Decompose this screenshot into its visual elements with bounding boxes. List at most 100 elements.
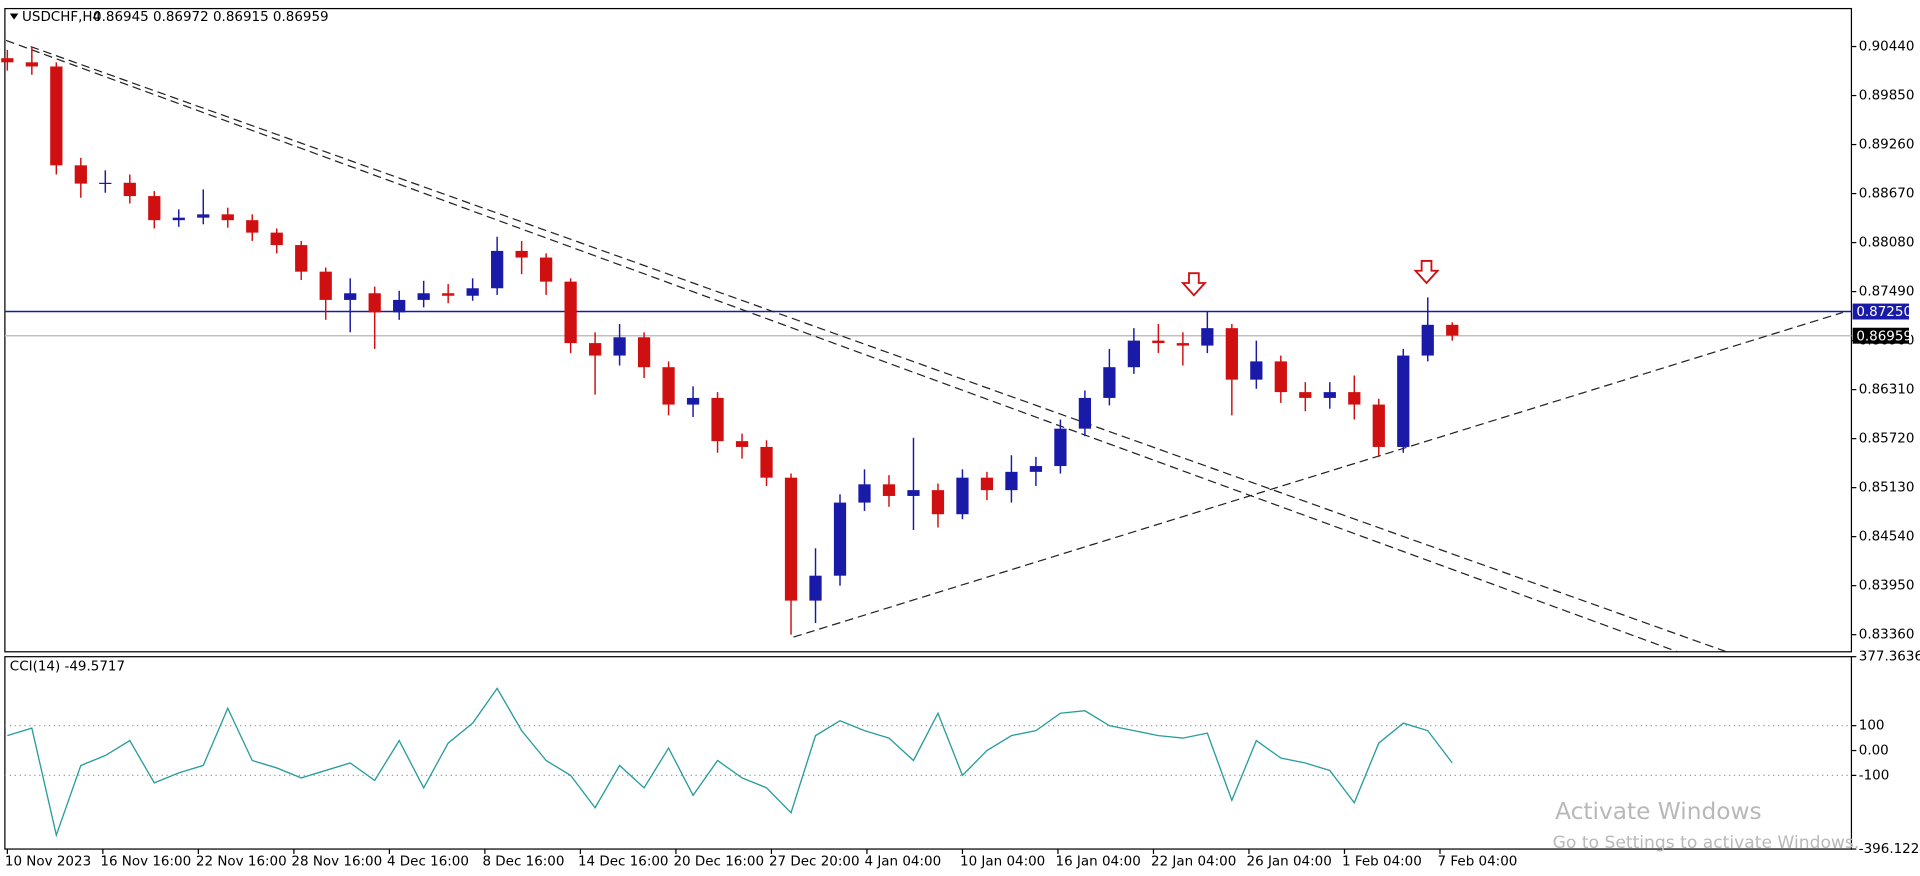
grid-layer bbox=[4, 310, 1852, 777]
y-tick-label: 0.84540 bbox=[1859, 529, 1915, 545]
candle-body bbox=[686, 397, 700, 405]
candle-body bbox=[1225, 328, 1238, 380]
watermark-title: Activate Windows bbox=[1555, 798, 1762, 825]
candle-body bbox=[442, 293, 455, 296]
candle-body bbox=[25, 62, 38, 67]
candle-body bbox=[1372, 404, 1385, 447]
y-tick-label: 0.86310 bbox=[1859, 382, 1915, 398]
candle-body bbox=[123, 182, 136, 197]
cci-line bbox=[7, 687, 1453, 838]
candle-body bbox=[466, 288, 479, 296]
trend-line bbox=[5, 39, 1678, 653]
y-tick-label: 0.85130 bbox=[1859, 480, 1915, 496]
arrows bbox=[1180, 260, 1440, 297]
x-tick-label: 8 Dec 16:00 bbox=[482, 853, 564, 869]
candle-body bbox=[1201, 328, 1214, 346]
candle-body bbox=[319, 271, 332, 300]
candle-body bbox=[784, 477, 798, 601]
candle-body bbox=[1127, 340, 1140, 368]
candle-body bbox=[246, 220, 259, 233]
candle-body bbox=[1, 58, 14, 63]
y-tick-label: 100 bbox=[1859, 718, 1885, 734]
x-tick-label: 4 Jan 04:00 bbox=[864, 853, 941, 869]
candle-body bbox=[882, 484, 896, 496]
quote-text: 0.86945 0.86972 0.86915 0.86959 bbox=[93, 9, 329, 25]
x-tick-label: 20 Dec 16:00 bbox=[673, 853, 764, 869]
x-tick-label: 27 Dec 20:00 bbox=[769, 853, 860, 869]
cci-panel-frame bbox=[4, 656, 1853, 850]
down-arrow bbox=[1180, 272, 1207, 297]
candle-body bbox=[931, 490, 945, 515]
candle-body bbox=[1029, 466, 1043, 472]
candle-body bbox=[809, 575, 822, 601]
menu-triangle bbox=[9, 13, 19, 20]
candle-body bbox=[1299, 392, 1312, 398]
x-tick-label: 22 Jan 04:00 bbox=[1151, 853, 1236, 869]
candle-body bbox=[1005, 471, 1018, 491]
candle-body bbox=[1078, 397, 1092, 429]
x-tick-label: 10 Jan 04:00 bbox=[960, 853, 1045, 869]
candle-body bbox=[221, 214, 234, 221]
candle-body bbox=[417, 293, 430, 300]
cci-title: CCI(14) -49.5717 bbox=[10, 658, 125, 674]
x-tick-label: 14 Dec 16:00 bbox=[578, 853, 669, 869]
candle-body bbox=[99, 182, 112, 185]
candle-body bbox=[956, 477, 969, 515]
candle-body bbox=[858, 484, 871, 503]
candle-body bbox=[1421, 324, 1434, 356]
candle-body bbox=[1397, 355, 1410, 447]
x-tick-label: 26 Jan 04:00 bbox=[1247, 853, 1332, 869]
candle-body bbox=[833, 502, 847, 576]
trend-line bbox=[30, 45, 1727, 653]
candle-body bbox=[1348, 392, 1361, 405]
candle-body bbox=[1176, 343, 1189, 346]
y-tick-label: 0.00 bbox=[1859, 743, 1889, 759]
candle-body bbox=[197, 214, 210, 218]
main-panel-frame bbox=[4, 7, 1853, 653]
candle-body bbox=[491, 250, 504, 289]
x-tick-label: 28 Nov 16:00 bbox=[291, 853, 382, 869]
candle-body bbox=[50, 66, 63, 166]
x-tick-label: 1 Feb 04:00 bbox=[1342, 853, 1422, 869]
candle-body bbox=[662, 367, 675, 405]
candle-body bbox=[540, 257, 553, 282]
watermark-subtitle: Go to Settings to activate Windows. bbox=[1553, 833, 1860, 853]
x-tick-label: 16 Nov 16:00 bbox=[100, 853, 191, 869]
candle-body bbox=[515, 250, 528, 258]
price-label-box bbox=[1852, 303, 1909, 320]
candle-body bbox=[711, 397, 724, 442]
y-tick-label: 0.83360 bbox=[1859, 627, 1915, 643]
candle-body bbox=[393, 299, 406, 313]
x-tick-label: 22 Nov 16:00 bbox=[196, 853, 287, 869]
price-label: 0.86959 bbox=[1856, 328, 1912, 344]
y-tick-label: 0.88670 bbox=[1859, 186, 1915, 202]
candle-body bbox=[172, 217, 185, 221]
price-label: 0.87250 bbox=[1856, 304, 1912, 320]
x-tick-label: 7 Feb 04:00 bbox=[1438, 853, 1518, 869]
candle-body bbox=[74, 165, 87, 184]
trend-lines bbox=[5, 39, 1844, 653]
axis-layer: 0.90440 0.89850 0.89260 0.88670 0.88080 0.874… bbox=[5, 39, 1920, 870]
candle-body bbox=[1250, 361, 1263, 380]
candle-body bbox=[270, 232, 283, 246]
candle-body bbox=[760, 446, 773, 478]
candle-body bbox=[1103, 367, 1116, 398]
candle-body bbox=[588, 343, 602, 356]
candle-body bbox=[344, 293, 357, 300]
symbol-title: USDCHF,H4 bbox=[22, 9, 101, 25]
marks-layer bbox=[1, 46, 1459, 838]
x-tick-label: 10 Nov 2023 bbox=[5, 853, 91, 869]
candle-body bbox=[1323, 392, 1336, 398]
x-tick-label: 16 Jan 04:00 bbox=[1056, 853, 1141, 869]
candle-body bbox=[1152, 340, 1165, 344]
down-arrow bbox=[1413, 260, 1440, 285]
y-tick-label: 377.3636 bbox=[1859, 649, 1920, 665]
candle-body bbox=[564, 281, 577, 344]
candle-body bbox=[1274, 361, 1287, 393]
candle-body bbox=[613, 337, 626, 356]
candle-body bbox=[735, 441, 749, 447]
candle-body bbox=[637, 337, 651, 368]
